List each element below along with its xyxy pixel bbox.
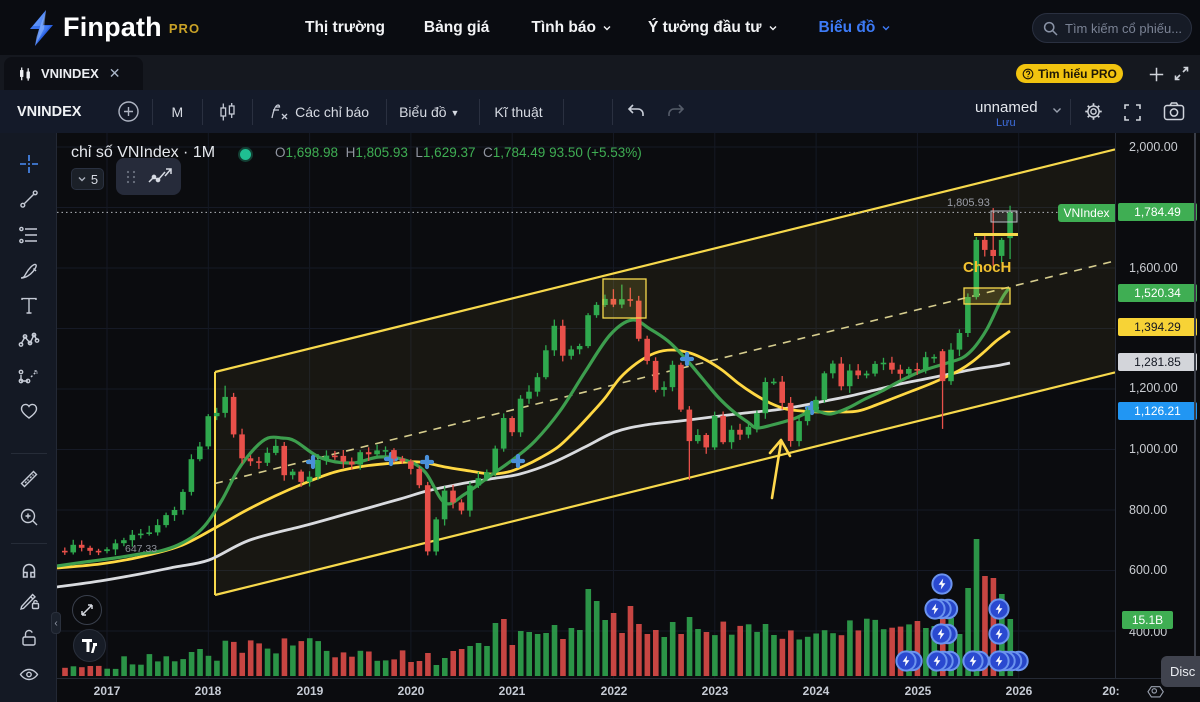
svg-text:1,805.93: 1,805.93 — [947, 197, 990, 209]
svg-text:ChocH: ChocH — [963, 259, 1011, 276]
svg-text:647.33: 647.33 — [125, 543, 157, 555]
